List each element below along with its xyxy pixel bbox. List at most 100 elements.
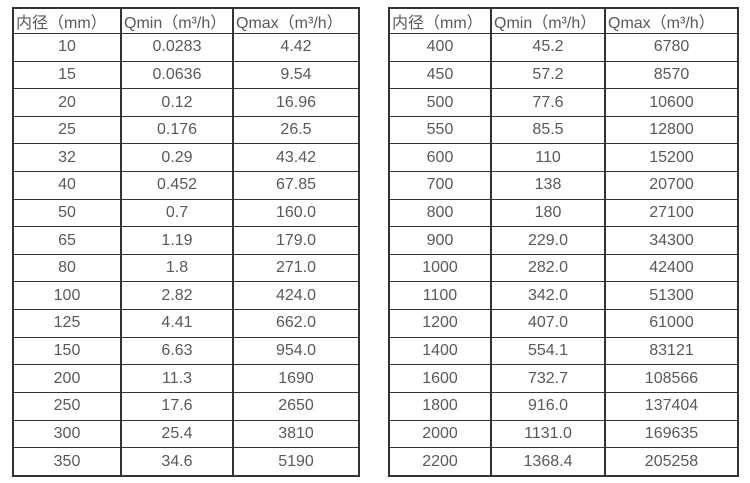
cell-inner-diameter: 80 bbox=[12, 253, 122, 283]
cell-inner-diameter: 700 bbox=[388, 171, 492, 200]
header-qmin: Qmin（m³/h） bbox=[120, 7, 234, 34]
header-qmax: Qmax（m³/h） bbox=[604, 7, 739, 34]
cell-qmin: 2.82 bbox=[120, 281, 234, 311]
header-inner-diameter: 内径（mm） bbox=[388, 7, 492, 34]
cell-qmin: 0.12 bbox=[120, 88, 234, 117]
cell-inner-diameter: 1200 bbox=[388, 309, 492, 338]
cell-qmax: 6780 bbox=[604, 33, 739, 62]
cell-qmax: 42400 bbox=[604, 253, 739, 283]
table-row: 1200 407.0 61000 bbox=[388, 309, 739, 338]
table-row: 250 17.6 2650 bbox=[12, 391, 360, 421]
header-row: 内径（mm） Qmin（m³/h） Qmax（m³/h） bbox=[12, 7, 360, 34]
cell-qmin: 1131.0 bbox=[490, 419, 606, 449]
cell-inner-diameter: 900 bbox=[388, 226, 492, 255]
cell-qmax: 16.96 bbox=[232, 88, 360, 117]
header-qmax: Qmax（m³/h） bbox=[232, 7, 360, 34]
cell-qmin: 342.0 bbox=[490, 281, 606, 311]
cell-inner-diameter: 1000 bbox=[388, 253, 492, 283]
table-row: 300 25.4 3810 bbox=[12, 419, 360, 449]
cell-qmax: 61000 bbox=[604, 309, 739, 338]
cell-qmax: 662.0 bbox=[232, 309, 360, 338]
cell-inner-diameter: 150 bbox=[12, 336, 122, 366]
cell-qmax: 3810 bbox=[232, 419, 360, 449]
cell-inner-diameter: 800 bbox=[388, 198, 492, 228]
cell-qmin: 407.0 bbox=[490, 309, 606, 338]
cell-qmax: 34300 bbox=[604, 226, 739, 255]
flow-spec-table-large-diameters: 内径（mm） Qmin（m³/h） Qmax（m³/h） 400 45.2 6780… bbox=[388, 7, 739, 477]
cell-qmin: 57.2 bbox=[490, 60, 606, 90]
cell-qmax: 5190 bbox=[232, 447, 360, 477]
cell-inner-diameter: 125 bbox=[12, 309, 122, 338]
table-row: 800 180 27100 bbox=[388, 198, 739, 228]
table-row: 80 1.8 271.0 bbox=[12, 253, 360, 283]
cell-inner-diameter: 250 bbox=[12, 391, 122, 421]
cell-qmin: 0.452 bbox=[120, 171, 234, 200]
cell-qmax: 8570 bbox=[604, 60, 739, 90]
table-row: 32 0.29 43.42 bbox=[12, 143, 360, 173]
cell-qmin: 11.3 bbox=[120, 364, 234, 393]
cell-inner-diameter: 1100 bbox=[388, 281, 492, 311]
cell-qmin: 25.4 bbox=[120, 419, 234, 449]
table-row: 1800 916.0 137404 bbox=[388, 391, 739, 421]
cell-qmin: 4.41 bbox=[120, 309, 234, 338]
table-row: 1400 554.1 83121 bbox=[388, 336, 739, 366]
cell-qmin: 732.7 bbox=[490, 364, 606, 393]
cell-qmax: 108566 bbox=[604, 364, 739, 393]
cell-inner-diameter: 2200 bbox=[388, 447, 492, 477]
table-row: 700 138 20700 bbox=[388, 171, 739, 200]
cell-qmin: 6.63 bbox=[120, 336, 234, 366]
table-header: 内径（mm） Qmin（m³/h） Qmax（m³/h） bbox=[12, 7, 360, 34]
cell-qmin: 0.7 bbox=[120, 198, 234, 228]
cell-qmax: 27100 bbox=[604, 198, 739, 228]
cell-qmin: 17.6 bbox=[120, 391, 234, 421]
table-row: 450 57.2 8570 bbox=[388, 60, 739, 90]
cell-qmin: 1.19 bbox=[120, 226, 234, 255]
header-inner-diameter: 内径（mm） bbox=[12, 7, 122, 34]
cell-qmin: 110 bbox=[490, 143, 606, 173]
table-row: 150 6.63 954.0 bbox=[12, 336, 360, 366]
table-body: 400 45.2 6780 450 57.2 8570 500 77.6 10600 550 85.… bbox=[388, 33, 739, 477]
table-row: 200 11.3 1690 bbox=[12, 364, 360, 393]
cell-qmax: 205258 bbox=[604, 447, 739, 477]
cell-inner-diameter: 300 bbox=[12, 419, 122, 449]
cell-qmax: 160.0 bbox=[232, 198, 360, 228]
cell-qmin: 0.176 bbox=[120, 115, 234, 145]
table-row: 1100 342.0 51300 bbox=[388, 281, 739, 311]
table-row: 1600 732.7 108566 bbox=[388, 364, 739, 393]
cell-qmax: 179.0 bbox=[232, 226, 360, 255]
cell-qmin: 916.0 bbox=[490, 391, 606, 421]
cell-qmax: 20700 bbox=[604, 171, 739, 200]
cell-qmin: 1.8 bbox=[120, 253, 234, 283]
cell-qmin: 0.29 bbox=[120, 143, 234, 173]
cell-qmax: 424.0 bbox=[232, 281, 360, 311]
cell-inner-diameter: 25 bbox=[12, 115, 122, 145]
table-row: 2200 1368.4 205258 bbox=[388, 447, 739, 477]
cell-qmin: 34.6 bbox=[120, 447, 234, 477]
cell-qmin: 77.6 bbox=[490, 88, 606, 117]
cell-inner-diameter: 1600 bbox=[388, 364, 492, 393]
cell-inner-diameter: 10 bbox=[12, 33, 122, 62]
table-row: 900 229.0 34300 bbox=[388, 226, 739, 255]
cell-inner-diameter: 50 bbox=[12, 198, 122, 228]
cell-inner-diameter: 400 bbox=[388, 33, 492, 62]
table-row: 100 2.82 424.0 bbox=[12, 281, 360, 311]
table-row: 400 45.2 6780 bbox=[388, 33, 739, 62]
cell-inner-diameter: 1400 bbox=[388, 336, 492, 366]
cell-inner-diameter: 100 bbox=[12, 281, 122, 311]
cell-qmax: 954.0 bbox=[232, 336, 360, 366]
table-row: 500 77.6 10600 bbox=[388, 88, 739, 117]
cell-qmin: 180 bbox=[490, 198, 606, 228]
cell-qmin: 229.0 bbox=[490, 226, 606, 255]
table-header: 内径（mm） Qmin（m³/h） Qmax（m³/h） bbox=[388, 7, 739, 34]
cell-qmax: 271.0 bbox=[232, 253, 360, 283]
cell-qmax: 83121 bbox=[604, 336, 739, 366]
cell-qmin: 554.1 bbox=[490, 336, 606, 366]
cell-qmax: 137404 bbox=[604, 391, 739, 421]
table-row: 15 0.0636 9.54 bbox=[12, 60, 360, 90]
cell-inner-diameter: 15 bbox=[12, 60, 122, 90]
cell-qmax: 169635 bbox=[604, 419, 739, 449]
table-row: 125 4.41 662.0 bbox=[12, 309, 360, 338]
table-row: 350 34.6 5190 bbox=[12, 447, 360, 477]
cell-qmin: 45.2 bbox=[490, 33, 606, 62]
